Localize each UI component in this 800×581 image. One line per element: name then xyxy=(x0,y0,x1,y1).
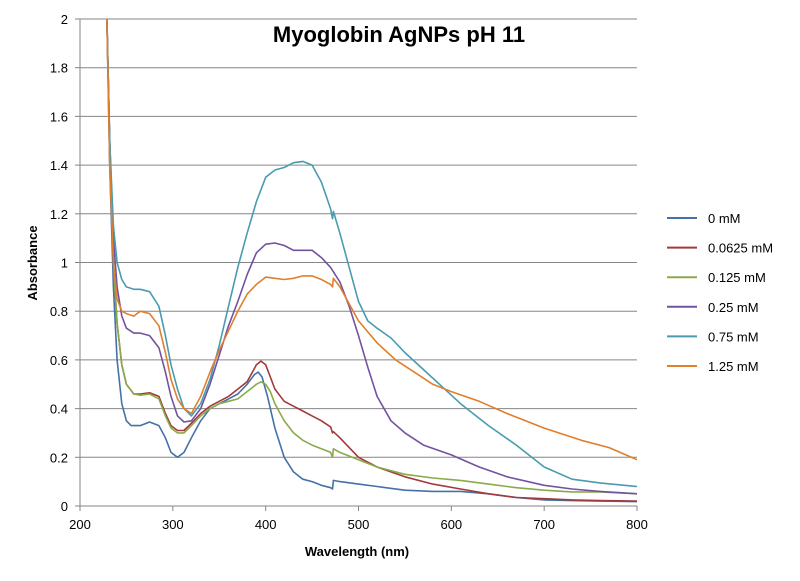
chart-title: Myoglobin AgNPs pH 11 xyxy=(273,22,525,47)
y-tick-label: 1.2 xyxy=(50,207,68,222)
x-tick-label: 600 xyxy=(440,517,462,532)
y-tick-label: 0 xyxy=(61,499,68,514)
x-tick-label: 800 xyxy=(626,517,648,532)
series-line xyxy=(106,18,638,502)
x-tick-label: 300 xyxy=(162,517,184,532)
legend-label: 0.75 mM xyxy=(708,329,759,344)
legend: 0 mM 0.0625 mM 0.125 mM 0.25 mM 0.75 mM 1.25 … xyxy=(667,211,773,374)
y-tick-label: 0.8 xyxy=(50,304,68,319)
x-tick-label: 400 xyxy=(255,517,277,532)
y-tick-label: 1.8 xyxy=(50,61,68,76)
y-tick-label: 1.6 xyxy=(50,109,68,124)
legend-label: 0.25 mM xyxy=(708,300,759,315)
x-axis-title: Wavelength (nm) xyxy=(305,544,409,559)
series-line xyxy=(106,18,638,495)
y-tick-label: 0.4 xyxy=(50,402,68,417)
y-tick-label: 0.2 xyxy=(50,450,68,465)
y-tick-labels: 0 0.2 0.4 0.6 0.8 1 1.2 1.4 1.6 1.8 2 xyxy=(50,12,68,514)
series-line xyxy=(106,18,638,488)
y-tick-label: 0.6 xyxy=(50,353,68,368)
legend-label: 0.0625 mM xyxy=(708,241,773,256)
series-lines xyxy=(106,18,638,503)
x-tick-labels: 200 300 400 500 600 700 800 xyxy=(69,517,648,532)
x-tick-label: 500 xyxy=(348,517,370,532)
legend-label: 0 mM xyxy=(708,211,741,226)
x-tick-label: 700 xyxy=(533,517,555,532)
legend-label: 0.125 mM xyxy=(708,270,766,285)
y-axis-title: Absorbance xyxy=(25,225,40,300)
series-line xyxy=(106,18,638,503)
axes xyxy=(79,19,637,507)
legend-label: 1.25 mM xyxy=(708,359,759,374)
series-line xyxy=(106,18,638,495)
x-tick-label: 200 xyxy=(69,517,91,532)
y-tick-label: 1 xyxy=(61,256,68,271)
y-tick-label: 2 xyxy=(61,12,68,27)
series-line xyxy=(106,18,638,461)
y-tick-label: 1.4 xyxy=(50,158,68,173)
